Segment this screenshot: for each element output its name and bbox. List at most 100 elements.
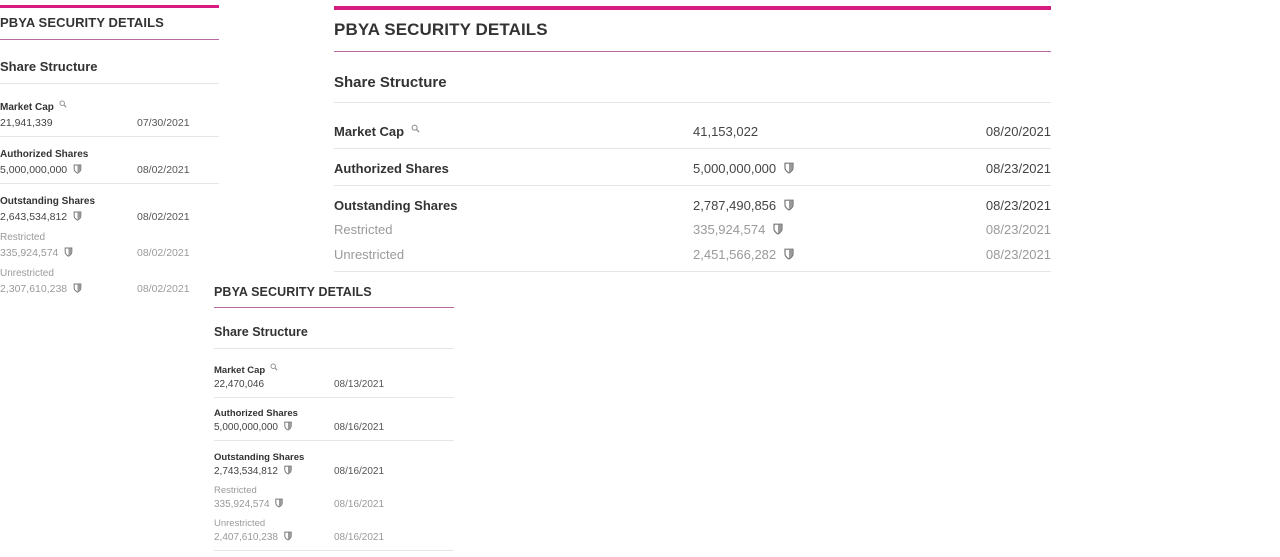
- market-cap-label: Market Cap: [334, 124, 420, 139]
- unrestricted-shares-label: Unrestricted: [0, 268, 54, 279]
- outstanding-shares-date: 08/23/2021: [985, 198, 1051, 213]
- authorized-shares-date: 08/02/2021: [137, 164, 190, 176]
- authorized-shares-label: Authorized Shares: [214, 408, 298, 419]
- market-cap-row: Market Cap 41,153,022 08/20/2021: [334, 124, 1051, 144]
- market-cap-value: 22,470,046: [214, 379, 265, 390]
- restricted-shares-label: Restricted: [334, 222, 393, 237]
- shield-icon[interactable]: [784, 199, 794, 211]
- shield-icon[interactable]: [284, 531, 292, 541]
- restricted-shares-label: Restricted: [214, 485, 257, 496]
- shield-icon[interactable]: [73, 211, 82, 221]
- security-details-panel-3: PBYA SECURITY DETAILS Share Structure Ma…: [214, 280, 454, 552]
- unrestricted-shares-label: Unrestricted: [214, 518, 266, 529]
- unrestricted-shares-row: Unrestricted 2,407,610,238 08/16/2021: [214, 518, 454, 546]
- security-details-panel-2: PBYA SECURITY DETAILS Share Structure Ma…: [334, 6, 1051, 272]
- market-cap-date: 08/13/2021: [334, 379, 385, 390]
- outstanding-shares-row: Outstanding Shares 2,787,490,856 08/23/2…: [334, 198, 1051, 218]
- panel-title: PBYA SECURITY DETAILS: [214, 285, 372, 299]
- authorized-shares-row: Authorized Shares 5,000,000,000 08/02/20…: [0, 147, 219, 177]
- outstanding-shares-label: Outstanding Shares: [214, 452, 305, 463]
- restricted-shares-row: Restricted 335,924,574 08/02/2021: [0, 230, 219, 260]
- unrestricted-shares-label: Unrestricted: [334, 247, 405, 262]
- shield-icon[interactable]: [284, 421, 292, 431]
- market-cap-row: Market Cap 21,941,339 07/30/2021: [0, 100, 219, 130]
- outstanding-shares-label: Outstanding Shares: [0, 196, 96, 207]
- row-divider: [0, 183, 219, 184]
- market-cap-row: Market Cap 22,470,046 08/13/2021: [214, 364, 454, 392]
- unrestricted-shares-date: 08/23/2021: [985, 247, 1051, 262]
- outstanding-shares-label: Outstanding Shares: [334, 198, 458, 213]
- authorized-shares-value: 5,000,000,000: [214, 422, 292, 433]
- row-divider: [0, 136, 219, 137]
- shield-icon[interactable]: [784, 248, 794, 260]
- zoom-icon[interactable]: [411, 124, 420, 133]
- unrestricted-shares-date: 08/16/2021: [334, 532, 385, 543]
- panel-top-accent-bar: [0, 5, 219, 8]
- market-cap-date: 07/30/2021: [137, 117, 190, 129]
- title-divider: [214, 307, 454, 308]
- row-divider: [214, 397, 454, 398]
- restricted-shares-date: 08/02/2021: [137, 247, 190, 259]
- restricted-shares-date: 08/23/2021: [985, 222, 1051, 237]
- authorized-shares-date: 08/16/2021: [334, 422, 385, 433]
- unrestricted-shares-date: 08/02/2021: [137, 283, 190, 295]
- restricted-shares-value: 335,924,574: [214, 499, 283, 510]
- section-title-share-structure: Share Structure: [0, 59, 98, 74]
- outstanding-shares-date: 08/02/2021: [137, 211, 190, 223]
- restricted-shares-value: 335,924,574: [0, 247, 73, 259]
- section-divider: [334, 102, 1051, 103]
- market-cap-label: Market Cap: [214, 365, 278, 376]
- row-divider: [334, 185, 1051, 186]
- authorized-shares-date: 08/23/2021: [985, 161, 1051, 176]
- shield-icon[interactable]: [64, 247, 73, 257]
- authorized-shares-label: Authorized Shares: [0, 149, 89, 160]
- authorized-shares-row: Authorized Shares 5,000,000,000 08/16/20…: [214, 407, 454, 435]
- market-cap-label: Market Cap: [0, 102, 67, 113]
- restricted-shares-row: Restricted 335,924,574 08/16/2021: [214, 485, 454, 513]
- outstanding-shares-date: 08/16/2021: [334, 466, 385, 477]
- authorized-shares-value: 5,000,000,000: [0, 164, 82, 176]
- authorized-shares-value: 5,000,000,000: [693, 161, 794, 176]
- shield-icon[interactable]: [784, 162, 794, 174]
- restricted-shares-value: 335,924,574: [693, 222, 783, 237]
- unrestricted-shares-row: Unrestricted 2,451,566,282 08/23/2021: [334, 247, 1051, 267]
- outstanding-shares-row: Outstanding Shares 2,643,534,812 08/02/2…: [0, 194, 219, 224]
- market-cap-value: 41,153,022: [693, 124, 759, 139]
- section-title-share-structure: Share Structure: [214, 325, 308, 339]
- unrestricted-shares-row: Unrestricted 2,307,610,238 08/02/2021: [0, 266, 219, 296]
- shield-icon[interactable]: [275, 498, 283, 508]
- shield-icon[interactable]: [73, 283, 82, 293]
- section-divider: [0, 83, 219, 84]
- market-cap-date: 08/20/2021: [985, 124, 1051, 139]
- row-divider: [214, 440, 454, 441]
- section-divider: [214, 348, 454, 349]
- title-divider: [334, 51, 1051, 52]
- outstanding-shares-value: 2,787,490,856: [693, 198, 794, 213]
- unrestricted-shares-value: 2,307,610,238: [0, 283, 82, 295]
- zoom-icon[interactable]: [59, 100, 67, 108]
- shield-icon[interactable]: [73, 164, 82, 174]
- row-divider: [214, 550, 454, 551]
- section-title-share-structure: Share Structure: [334, 74, 447, 91]
- panel-title: PBYA SECURITY DETAILS: [334, 20, 548, 39]
- outstanding-shares-row: Outstanding Shares 2,743,534,812 08/16/2…: [214, 451, 454, 479]
- restricted-shares-row: Restricted 335,924,574 08/23/2021: [334, 222, 1051, 242]
- authorized-shares-label: Authorized Shares: [334, 161, 449, 176]
- row-divider: [334, 271, 1051, 272]
- outstanding-shares-value: 2,743,534,812: [214, 466, 292, 477]
- panel-title: PBYA SECURITY DETAILS: [0, 15, 164, 30]
- outstanding-shares-value: 2,643,534,812: [0, 211, 82, 223]
- shield-icon[interactable]: [773, 223, 783, 235]
- zoom-icon[interactable]: [270, 363, 278, 371]
- panel-top-accent-bar: [334, 6, 1051, 10]
- unrestricted-shares-value: 2,407,610,238: [214, 532, 292, 543]
- shield-icon[interactable]: [284, 465, 292, 475]
- market-cap-value: 21,941,339: [0, 117, 53, 129]
- authorized-shares-row: Authorized Shares 5,000,000,000 08/23/20…: [334, 161, 1051, 181]
- restricted-shares-label: Restricted: [0, 232, 46, 243]
- restricted-shares-date: 08/16/2021: [334, 499, 385, 510]
- unrestricted-shares-value: 2,451,566,282: [693, 247, 794, 262]
- title-divider: [0, 39, 219, 40]
- security-details-panel-1: PBYA SECURITY DETAILS Share Structure Ma…: [0, 5, 219, 300]
- row-divider: [334, 148, 1051, 149]
